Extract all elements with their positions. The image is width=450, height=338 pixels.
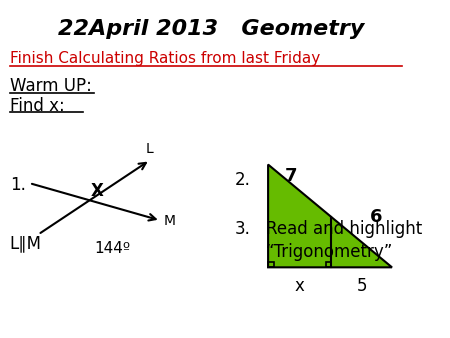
Text: 22April 2013   Geometry: 22April 2013 Geometry	[58, 19, 365, 39]
Text: 6: 6	[370, 209, 382, 226]
Text: Warm UP:: Warm UP:	[10, 77, 92, 95]
Polygon shape	[268, 165, 392, 267]
Text: X: X	[91, 182, 104, 200]
Text: 144º: 144º	[94, 241, 131, 256]
Text: M: M	[164, 214, 176, 227]
Text: 5: 5	[356, 277, 367, 295]
Text: L∥M: L∥M	[10, 234, 42, 252]
Text: Read and highlight: Read and highlight	[266, 220, 422, 238]
Text: 1.: 1.	[10, 176, 26, 194]
Text: L: L	[146, 142, 154, 155]
Text: “Trigonometry”: “Trigonometry”	[266, 243, 393, 261]
Text: 2.: 2.	[234, 171, 250, 189]
Text: x: x	[295, 277, 305, 295]
Text: 7: 7	[285, 167, 297, 185]
Bar	[326, 262, 331, 267]
Text: Finish Calculating Ratios from last Friday: Finish Calculating Ratios from last Frid…	[10, 51, 320, 66]
Bar	[268, 262, 274, 267]
Text: 3.: 3.	[234, 220, 250, 238]
Text: Find x:: Find x:	[10, 97, 64, 116]
